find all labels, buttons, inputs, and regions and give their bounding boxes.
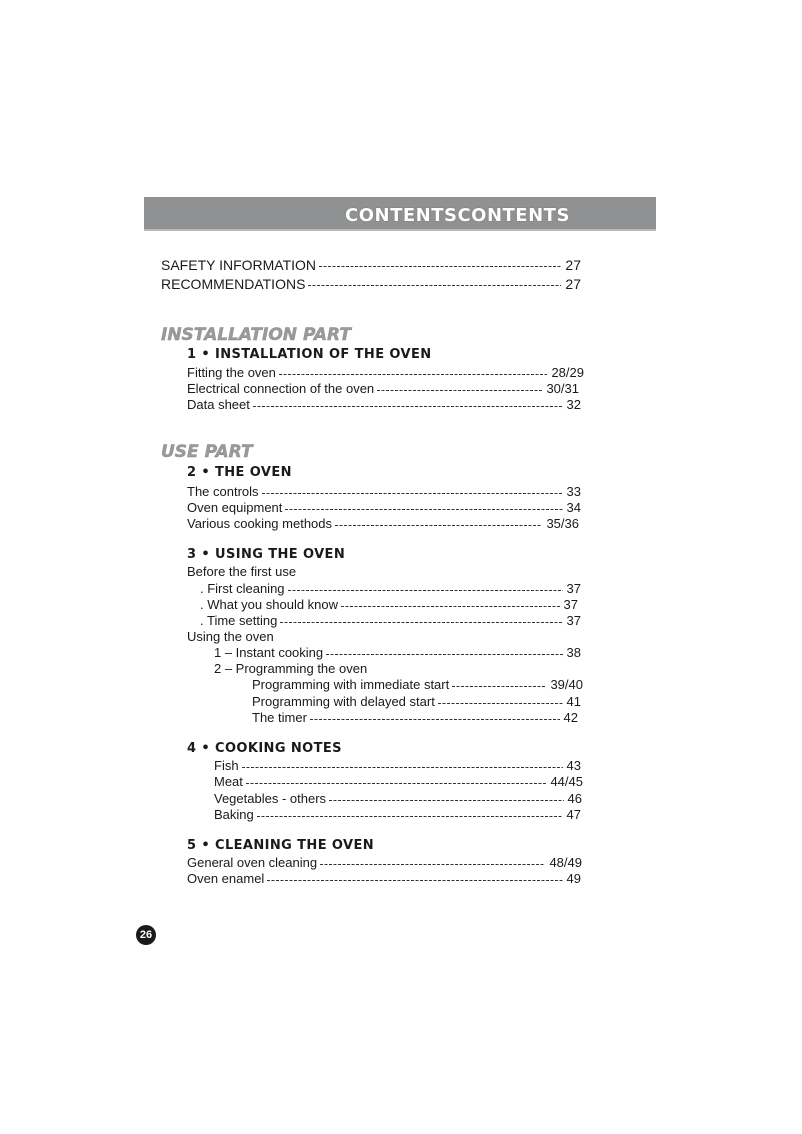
toc-entry[interactable]: . Time setting 37 bbox=[200, 613, 581, 629]
contents-banner bbox=[144, 197, 656, 231]
dot-leader bbox=[280, 622, 563, 623]
section-heading: 5 • CLEANING THE OVEN bbox=[187, 838, 375, 853]
dot-leader bbox=[278, 374, 548, 375]
installation-part-heading: INSTALLATION PART bbox=[161, 325, 351, 345]
toc-entry[interactable]: Data sheet 32 bbox=[187, 397, 581, 413]
dot-leader bbox=[437, 703, 563, 704]
dot-leader bbox=[309, 719, 560, 720]
toc-entry[interactable]: The controls 33 bbox=[187, 484, 581, 500]
entry-page: 38 bbox=[566, 645, 581, 660]
toc-entry[interactable]: 1 – Instant cooking 38 bbox=[214, 645, 581, 661]
entry-label: Fish bbox=[214, 758, 239, 773]
dot-leader bbox=[326, 654, 563, 655]
dot-leader bbox=[256, 816, 563, 817]
dot-leader bbox=[319, 266, 562, 267]
toc-entry[interactable]: Electrical connection of the oven 30/31 bbox=[187, 381, 579, 397]
toc-entry[interactable]: The timer 42 bbox=[252, 710, 578, 726]
entry-page: 35/36 bbox=[546, 516, 579, 531]
entry-label: Meat bbox=[214, 774, 243, 789]
toc-entry[interactable]: Various cooking methods 35/36 bbox=[187, 516, 579, 532]
toc-entry[interactable]: Fitting the oven 28/29 bbox=[187, 365, 584, 381]
entry-page: 30/31 bbox=[546, 381, 579, 396]
entry-label: Oven equipment bbox=[187, 500, 283, 515]
entry-page: 37 bbox=[566, 581, 581, 596]
entry-label: Baking bbox=[214, 807, 254, 822]
entry-label: . What you should know bbox=[200, 597, 339, 612]
toc-entry[interactable]: Programming with delayed start 41 bbox=[252, 694, 581, 710]
dot-leader bbox=[341, 606, 560, 607]
entry-page: 37 bbox=[566, 613, 581, 628]
entry-label: The timer bbox=[252, 710, 307, 725]
toc-entry[interactable]: SAFETY INFORMATION 27 bbox=[161, 257, 581, 273]
page-number-badge: 26 bbox=[136, 925, 156, 945]
entry-page: 42 bbox=[563, 710, 578, 725]
entry-label: Programming with delayed start bbox=[252, 694, 435, 709]
toc-entry[interactable]: Vegetables - others 46 bbox=[214, 791, 582, 807]
toc-entry[interactable]: . First cleaning 37 bbox=[200, 581, 581, 597]
subheading-programming: 2 – Programming the oven bbox=[214, 661, 368, 676]
entry-page: 37 bbox=[563, 597, 578, 612]
entry-label: Electrical connection of the oven bbox=[187, 381, 375, 396]
dot-leader bbox=[320, 864, 546, 865]
dot-leader bbox=[329, 800, 564, 801]
entry-label: 1 – Instant cooking bbox=[214, 645, 324, 660]
dot-leader bbox=[267, 880, 563, 881]
entry-label: . First cleaning bbox=[200, 581, 285, 596]
toc-entry[interactable]: General oven cleaning 48/49 bbox=[187, 855, 582, 871]
dot-leader bbox=[287, 590, 563, 591]
entry-label: . Time setting bbox=[200, 613, 278, 628]
entry-page: 27 bbox=[565, 257, 581, 273]
entry-label: Fitting the oven bbox=[187, 365, 276, 380]
page-title: CONTENTSCONTENTS bbox=[345, 205, 570, 226]
dot-leader bbox=[452, 686, 547, 687]
entry-page: 32 bbox=[566, 397, 581, 412]
entry-page: 34 bbox=[566, 500, 581, 515]
dot-leader bbox=[245, 783, 547, 784]
toc-entry[interactable]: Fish 43 bbox=[214, 758, 581, 774]
toc-entry[interactable]: Oven enamel 49 bbox=[187, 871, 581, 887]
subheading-before-first-use: Before the first use bbox=[187, 564, 297, 579]
toc-entry[interactable]: Baking 47 bbox=[214, 807, 581, 823]
entry-label: The controls bbox=[187, 484, 259, 499]
toc-entry[interactable]: Programming with immediate start 39/40 bbox=[252, 677, 583, 693]
entry-label: SAFETY INFORMATION bbox=[161, 257, 317, 273]
entry-page: 46 bbox=[567, 791, 582, 806]
entry-label: RECOMMENDATIONS bbox=[161, 276, 306, 292]
entry-label: General oven cleaning bbox=[187, 855, 318, 870]
section-heading: 1 • INSTALLATION OF THE OVEN bbox=[187, 347, 432, 362]
entry-page: 49 bbox=[566, 871, 581, 886]
entry-page: 47 bbox=[566, 807, 581, 822]
entry-page: 44/45 bbox=[550, 774, 583, 789]
use-part-heading: USE PART bbox=[161, 442, 253, 462]
entry-page: 33 bbox=[566, 484, 581, 499]
dot-leader bbox=[308, 285, 562, 286]
entry-page: 41 bbox=[566, 694, 581, 709]
entry-label: Programming with immediate start bbox=[252, 677, 450, 692]
entry-page: 43 bbox=[566, 758, 581, 773]
dot-leader bbox=[377, 390, 543, 391]
entry-label: Various cooking methods bbox=[187, 516, 333, 531]
entry-label: Vegetables - others bbox=[214, 791, 327, 806]
section-heading: 2 • THE OVEN bbox=[187, 465, 292, 480]
toc-entry[interactable]: RECOMMENDATIONS 27 bbox=[161, 276, 581, 292]
subheading-using-the-oven: Using the oven bbox=[187, 629, 274, 644]
toc-entry[interactable]: Meat 44/45 bbox=[214, 774, 583, 790]
entry-page: 48/49 bbox=[549, 855, 582, 870]
dot-leader bbox=[335, 525, 543, 526]
dot-leader bbox=[241, 767, 563, 768]
entry-page: 28/29 bbox=[551, 365, 584, 380]
dot-leader bbox=[285, 509, 563, 510]
section-heading: 3 • USING THE OVEN bbox=[187, 547, 346, 562]
entry-page: 39/40 bbox=[550, 677, 583, 692]
dot-leader bbox=[261, 493, 563, 494]
toc-entry[interactable]: . What you should know 37 bbox=[200, 597, 578, 613]
toc-entry[interactable]: Oven equipment 34 bbox=[187, 500, 581, 516]
entry-page: 27 bbox=[565, 276, 581, 292]
entry-label: Oven enamel bbox=[187, 871, 265, 886]
entry-label: Data sheet bbox=[187, 397, 250, 412]
dot-leader bbox=[252, 406, 563, 407]
section-heading: 4 • COOKING NOTES bbox=[187, 741, 342, 756]
